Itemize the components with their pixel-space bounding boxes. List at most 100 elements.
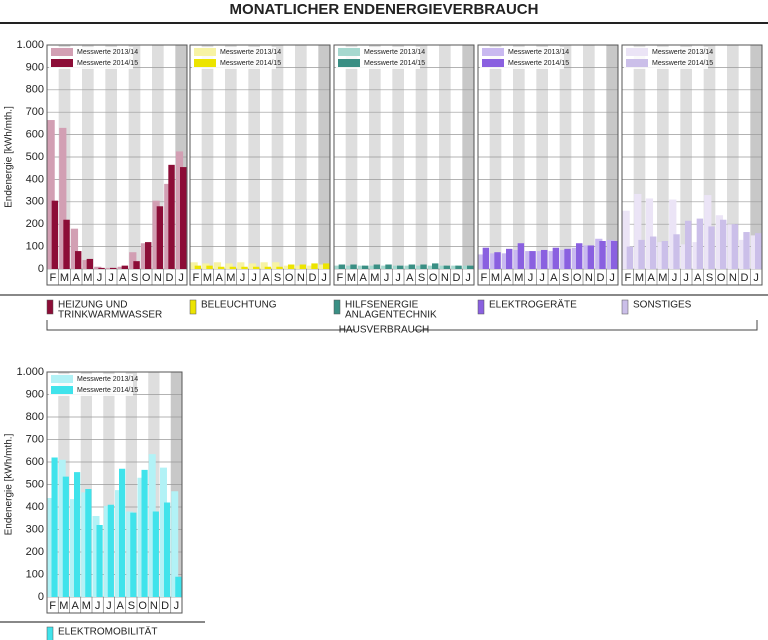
bar: [148, 454, 156, 597]
x-tick-label: S: [562, 272, 569, 284]
bar: [103, 505, 111, 597]
bar: [455, 265, 462, 269]
legend-swatch: [626, 59, 648, 67]
y-tick-label: 700: [26, 106, 44, 118]
bar: [92, 516, 100, 597]
legend-swatch: [626, 48, 648, 56]
bar: [75, 251, 82, 269]
bar: [194, 265, 202, 269]
bar: [47, 498, 55, 597]
x-tick-label: A: [215, 272, 223, 284]
bar: [295, 265, 303, 269]
bar: [587, 245, 595, 269]
bar: [152, 200, 160, 269]
bar: [85, 489, 92, 597]
bar: [560, 249, 568, 269]
x-tick-label: A: [359, 272, 367, 284]
plot-frame: [46, 44, 188, 286]
x-tick-label: N: [729, 272, 737, 284]
bar: [657, 242, 665, 269]
bar: [650, 236, 657, 269]
category-label: ANLAGENTECHNIK: [345, 310, 437, 321]
bar: [708, 226, 715, 269]
x-tick-label: M: [83, 272, 92, 284]
bar: [462, 265, 471, 269]
category-swatch: [477, 299, 485, 315]
bar: [685, 220, 692, 269]
bar: [323, 263, 330, 269]
x-tick-label: M: [59, 600, 68, 612]
bar: [288, 264, 295, 269]
bar: [70, 499, 77, 597]
bar: [392, 265, 401, 269]
bar: [645, 198, 654, 269]
x-tick-label: O: [429, 272, 438, 284]
bar: [595, 238, 603, 269]
bar: [357, 265, 366, 269]
legend-swatch: [51, 386, 73, 394]
bar: [229, 266, 237, 269]
x-tick-label: M: [370, 272, 379, 284]
x-tick-label: O: [138, 600, 147, 612]
y-tick-label: 900: [26, 61, 44, 73]
legend-label: Messwerte 2014/15: [364, 60, 425, 67]
bar: [638, 239, 645, 269]
bar: [248, 263, 257, 269]
legend-swatch: [51, 375, 73, 383]
bar: [373, 264, 381, 269]
x-tick-label: J: [240, 272, 246, 284]
bar: [634, 193, 642, 269]
bar: [171, 491, 179, 597]
category-label: TRINKWARMWASSER: [58, 310, 162, 321]
x-tick-label: M: [203, 272, 212, 284]
y-tick-label: 400: [26, 173, 44, 185]
bar: [467, 265, 474, 269]
bar: [611, 241, 618, 269]
x-tick-label: N: [150, 600, 158, 612]
category-swatch: [46, 626, 54, 640]
x-tick-label: O: [285, 272, 294, 284]
x-tick-label: N: [441, 272, 449, 284]
category-label: HEIZUNG UND: [58, 300, 127, 311]
y-tick-label: 600: [26, 129, 44, 141]
bar: [264, 266, 272, 269]
bar: [119, 468, 126, 597]
bar: [126, 511, 134, 597]
bar: [74, 472, 81, 597]
bar: [98, 267, 105, 269]
plot-frame: [477, 44, 619, 286]
x-tick-label: D: [309, 272, 317, 284]
x-tick-label: A: [119, 272, 127, 284]
bar: [692, 242, 700, 269]
y-tick-label: 1.000: [16, 366, 44, 378]
x-tick-label: J: [539, 272, 545, 284]
bar: [307, 265, 315, 269]
bar: [59, 127, 67, 269]
legend-swatch: [194, 59, 216, 67]
x-tick-label: M: [491, 272, 500, 284]
x-tick-label: O: [573, 272, 582, 284]
bar: [720, 219, 727, 269]
bar: [70, 228, 79, 269]
bar: [529, 251, 536, 269]
bar: [202, 263, 210, 269]
bar: [506, 248, 513, 269]
y-tick-label: 800: [26, 411, 44, 423]
legend-label: Messwerte 2014/15: [77, 60, 138, 67]
category-label: HILFSENERGIE: [345, 300, 419, 311]
x-tick-label: A: [647, 272, 655, 284]
bar: [416, 265, 424, 269]
x-tick-label: F: [336, 272, 343, 284]
bar: [51, 200, 59, 269]
x-tick-label: M: [82, 600, 91, 612]
x-tick-label: S: [131, 272, 138, 284]
bar: [696, 218, 704, 269]
bar: [451, 265, 459, 269]
bar: [299, 264, 307, 269]
bar: [218, 266, 225, 269]
bar: [121, 265, 129, 269]
x-tick-label: F: [624, 272, 631, 284]
bar: [175, 576, 182, 597]
bar: [272, 262, 280, 269]
